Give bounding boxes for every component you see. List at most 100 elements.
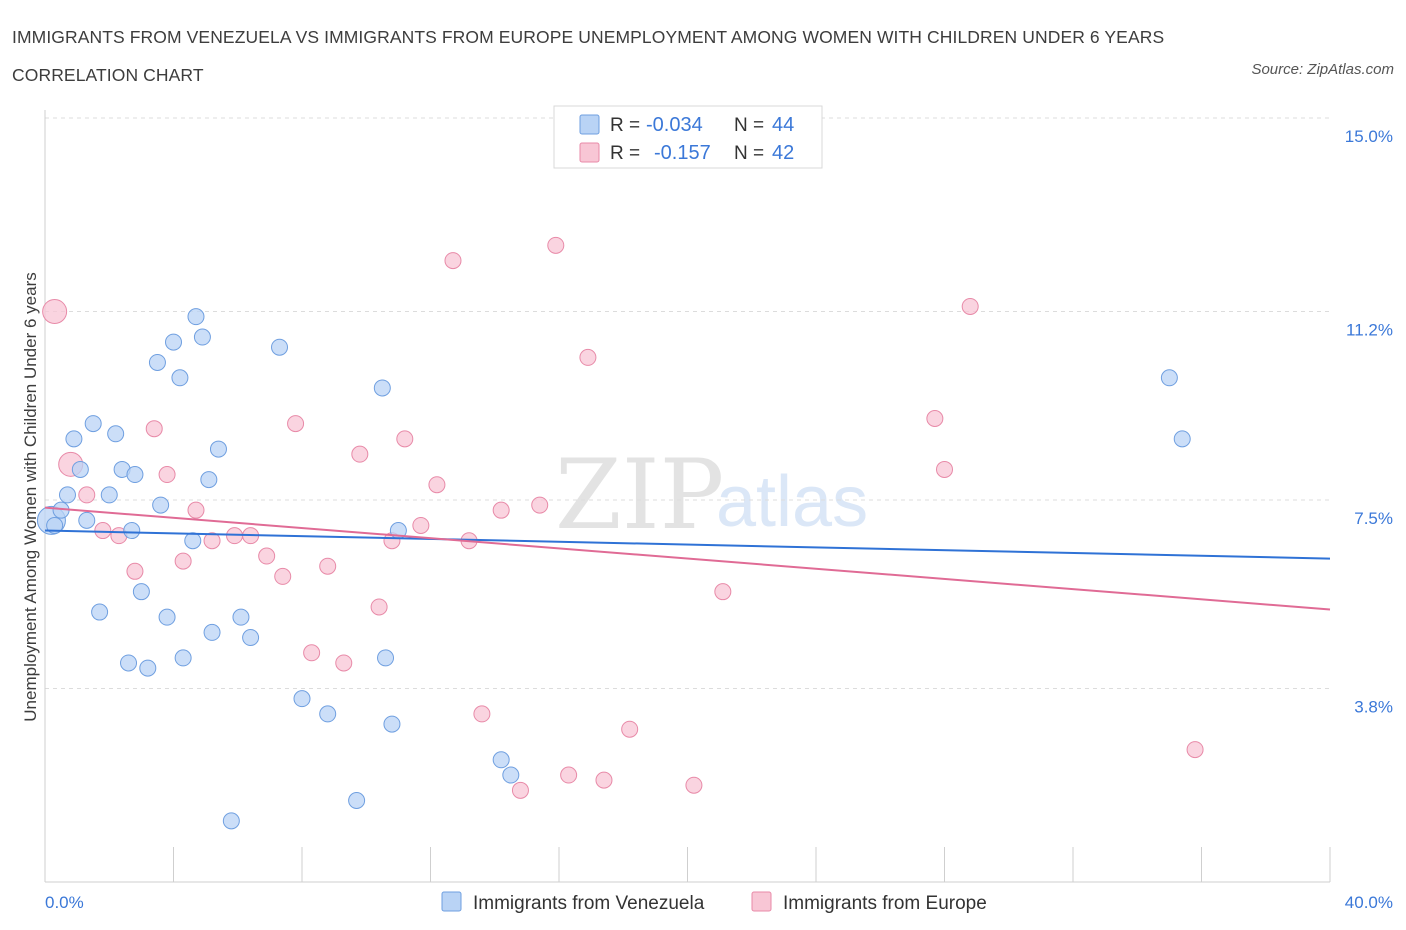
point-venezuela-40 xyxy=(1160,369,1178,387)
point-europe-28 xyxy=(492,501,510,519)
point-venezuela-27 xyxy=(293,690,311,708)
y-axis-title: Unemployment Among Women with Children U… xyxy=(21,272,40,721)
legend-swatch-venezuela xyxy=(579,114,600,135)
point-venezuela-20 xyxy=(193,328,211,346)
point-europe-3 xyxy=(94,522,112,540)
point-venezuela-31 xyxy=(383,715,401,733)
x-tick-label-1: 40.0% xyxy=(1345,893,1393,912)
x-tick-labels: 0.0% 40.0% xyxy=(45,893,1393,912)
point-venezuela-18 xyxy=(184,532,202,550)
point-venezuela-28 xyxy=(319,705,337,723)
point-europe-9 xyxy=(187,501,205,519)
trend-lines xyxy=(44,506,1331,611)
series-legend: Immigrants from Venezuela Immigrants fro… xyxy=(441,891,987,914)
point-venezuela-41 xyxy=(1173,430,1191,448)
point-europe-0 xyxy=(42,299,68,325)
point-europe-30 xyxy=(531,496,549,514)
point-europe-38 xyxy=(926,410,944,428)
point-venezuela-26 xyxy=(271,338,289,356)
point-venezuela-2 xyxy=(58,486,76,504)
point-venezuela-3 xyxy=(65,430,83,448)
point-europe-19 xyxy=(351,445,369,463)
point-europe-35 xyxy=(621,720,639,738)
point-venezuela-4 xyxy=(71,460,89,478)
point-europe-8 xyxy=(174,552,192,570)
trend-line-venezuela xyxy=(44,529,1331,560)
point-europe-41 xyxy=(1186,741,1204,759)
point-venezuela-9 xyxy=(91,603,109,621)
stats-legend: R = -0.034 N = 44 R = -0.157 N = 42 xyxy=(553,105,823,169)
legend-n-label-venezuela: N = xyxy=(734,115,764,136)
point-venezuela-29 xyxy=(373,379,391,397)
y-tick-label-1: 7.5% xyxy=(1354,509,1393,528)
point-europe-24 xyxy=(428,476,446,494)
legend-r-label-europe: R = xyxy=(610,143,640,164)
point-europe-31 xyxy=(547,236,565,254)
point-venezuela-6 xyxy=(100,486,118,504)
point-europe-40 xyxy=(961,297,979,315)
chart-title: IMMIGRANTS FROM VENEZUELA VS IMMIGRANTS … xyxy=(12,27,1165,85)
point-europe-7 xyxy=(158,466,176,484)
point-europe-13 xyxy=(258,547,276,565)
point-venezuela-35 xyxy=(348,792,366,810)
y-tick-label-0: 3.8% xyxy=(1354,697,1393,716)
point-venezuela-17 xyxy=(171,369,189,387)
series-legend-label-europe: Immigrants from Europe xyxy=(783,893,987,914)
point-venezuela-37 xyxy=(139,659,157,677)
series-legend-label-venezuela: Immigrants from Venezuela xyxy=(473,893,705,914)
point-europe-29 xyxy=(511,781,529,799)
point-europe-15 xyxy=(287,415,305,433)
point-venezuela-39 xyxy=(174,649,192,667)
point-venezuela-11 xyxy=(126,466,144,484)
point-europe-5 xyxy=(126,562,144,580)
y-tick-label-2: 11.2% xyxy=(1346,321,1393,340)
point-venezuela-36 xyxy=(222,812,240,830)
legend-swatch-europe xyxy=(579,142,600,163)
point-venezuela-22 xyxy=(203,623,221,641)
point-venezuela-33 xyxy=(492,751,510,769)
legend-n-value-venezuela: 44 xyxy=(772,114,794,136)
point-europe-27 xyxy=(473,705,491,723)
point-venezuela-21 xyxy=(200,471,218,489)
point-europe-2 xyxy=(78,486,96,504)
point-venezuela-14 xyxy=(152,496,170,514)
point-europe-32 xyxy=(560,766,578,784)
point-europe-39 xyxy=(936,460,953,478)
point-venezuela-38 xyxy=(120,654,138,672)
point-venezuela-23 xyxy=(209,440,227,458)
y-tick-labels: 3.8% 7.5% 11.2% 15.0% xyxy=(1345,127,1393,716)
grid-lines xyxy=(45,117,1330,689)
point-europe-25 xyxy=(444,252,462,270)
legend-n-value-europe: 42 xyxy=(772,142,794,164)
x-tick-label-0: 0.0% xyxy=(45,893,84,912)
point-europe-33 xyxy=(579,348,597,366)
point-venezuela-15 xyxy=(158,608,176,626)
point-venezuela-42 xyxy=(46,516,64,534)
point-europe-14 xyxy=(274,567,292,585)
trend-line-europe xyxy=(44,506,1331,611)
axes xyxy=(44,110,1331,883)
point-europe-34 xyxy=(595,771,613,789)
legend-r-label-venezuela: R = xyxy=(610,115,640,136)
point-europe-18 xyxy=(335,654,353,672)
point-europe-20 xyxy=(370,598,388,616)
point-europe-6 xyxy=(145,420,163,438)
point-europe-37 xyxy=(714,583,732,601)
point-europe-17 xyxy=(319,557,337,575)
series-europe-points xyxy=(42,236,1204,799)
point-venezuela-16 xyxy=(165,333,182,351)
point-venezuela-30 xyxy=(377,649,395,667)
y-tick-label-3: 15.0% xyxy=(1345,127,1393,146)
point-venezuela-43 xyxy=(78,511,96,529)
point-venezuela-24 xyxy=(232,608,250,626)
point-venezuela-12 xyxy=(132,583,150,601)
point-europe-16 xyxy=(303,644,321,662)
series-legend-swatch-venezuela xyxy=(441,891,462,912)
point-venezuela-34 xyxy=(502,766,520,784)
point-venezuela-25 xyxy=(242,629,260,647)
point-venezuela-19 xyxy=(187,308,205,326)
point-europe-36 xyxy=(685,776,703,794)
point-venezuela-10 xyxy=(123,522,141,540)
point-europe-10 xyxy=(203,532,221,550)
